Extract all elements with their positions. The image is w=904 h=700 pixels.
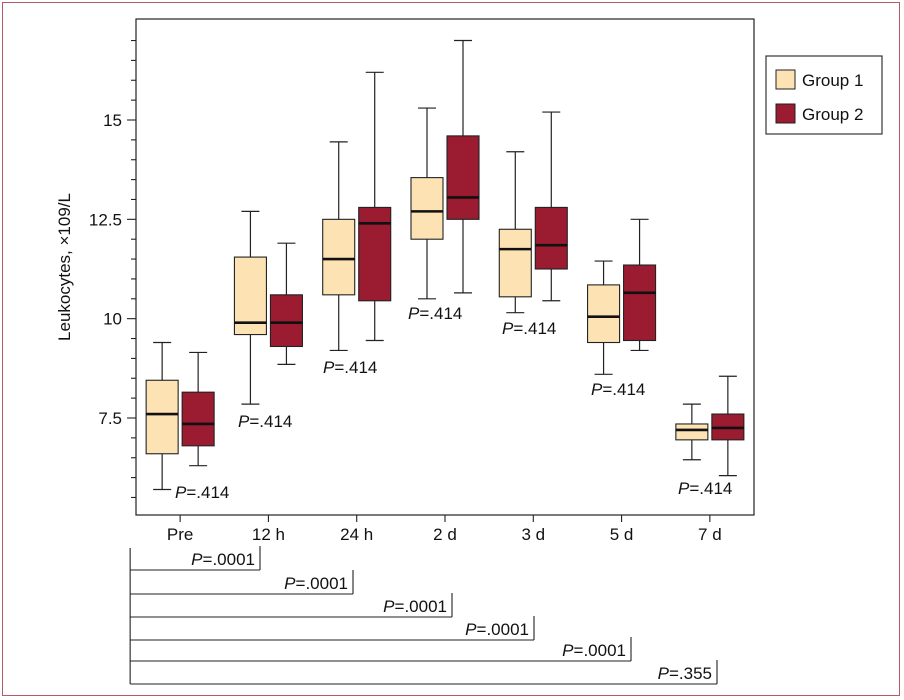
box-1-4 (410, 107, 444, 300)
p-symbol: P (238, 412, 250, 431)
p-value: =.355 (669, 664, 712, 683)
box-iqr (410, 177, 444, 240)
y-axis: 7.5 10 12.5 15 (89, 39, 136, 499)
box-iqr (534, 206, 568, 270)
p-symbol: P (562, 641, 574, 660)
box-iqr (358, 206, 392, 302)
y-tick-label: 7.5 (98, 409, 122, 428)
p-symbol: P (658, 664, 670, 683)
x-tick-label: 3 d (521, 525, 545, 544)
box-1-7 (675, 403, 709, 461)
box-iqr (181, 391, 215, 447)
group-pvalue: P=.414 (591, 380, 645, 399)
legend-label: Group 1 (802, 71, 863, 90)
p-symbol: P (591, 380, 603, 399)
time-comparisons: P=.0001P=.0001P=.0001P=.0001P=.0001P=.35… (129, 546, 718, 685)
p-value: =.414 (249, 412, 292, 431)
legend-label: Group 2 (802, 105, 863, 124)
p-value: =.0001 (296, 574, 348, 593)
box-series (145, 39, 745, 491)
p-value: =.0001 (574, 641, 626, 660)
box-2-7 (711, 375, 745, 477)
box-2-5 (534, 111, 568, 302)
box-1-6 (587, 260, 621, 375)
box-iqr (446, 135, 480, 220)
box-iqr (498, 228, 532, 298)
box-2-1 (181, 351, 215, 467)
box-2-3 (358, 71, 392, 342)
p-symbol: P (502, 319, 514, 338)
group-pvalue: P=.414 (175, 483, 229, 502)
plot-area (135, 18, 755, 516)
box-iqr (675, 423, 709, 441)
box-iqr (623, 264, 657, 342)
box-1-2 (233, 210, 267, 405)
p-symbol: P (323, 358, 335, 377)
box-2-6 (623, 218, 657, 352)
box-iqr (145, 379, 179, 455)
comparison-pvalue: P=.0001 (191, 550, 255, 569)
p-value: =.414 (186, 483, 229, 502)
p-value: =.0001 (203, 550, 255, 569)
p-symbol: P (678, 479, 690, 498)
x-tick-label: 2 d (433, 525, 457, 544)
p-symbol: P (383, 597, 395, 616)
box-iqr (587, 284, 621, 344)
y-tick-label: 10 (103, 310, 122, 329)
p-symbol: P (284, 574, 296, 593)
x-tick-label: 7 d (698, 525, 722, 544)
p-value: =.414 (334, 358, 377, 377)
box-2-4 (446, 39, 480, 294)
x-tick-label: 12 h (252, 525, 285, 544)
box-1-3 (322, 141, 356, 352)
comparison-pvalue: P=.355 (658, 664, 712, 683)
group-pvalue: P=.414 (323, 358, 377, 377)
y-axis-label: Leukocytes, ×109/L (55, 193, 74, 341)
box-iqr (322, 218, 356, 296)
p-value: =.0001 (477, 620, 529, 639)
p-value: =.414 (513, 319, 556, 338)
legend: Group 1 Group 2 (765, 55, 883, 135)
y-tick-label: 12.5 (89, 210, 122, 229)
p-value: =.0001 (395, 597, 447, 616)
p-symbol: P (175, 483, 187, 502)
group-pvalue: P=.414 (238, 412, 292, 431)
p-value: =.414 (602, 380, 645, 399)
box-1-5 (498, 151, 532, 314)
x-tick-label: 24 h (340, 525, 373, 544)
comparison-pvalue: P=.0001 (465, 620, 529, 639)
group-pvalues: P=.414P=.414P=.414P=.414P=.414P=.414P=.4… (175, 304, 732, 502)
x-tick-label: 5 d (610, 525, 634, 544)
legend-swatch (775, 69, 796, 90)
comparison-pvalue: P=.0001 (562, 641, 626, 660)
p-symbol: P (465, 620, 477, 639)
comparison-pvalue: P=.0001 (284, 574, 348, 593)
y-tick-label: 15 (103, 111, 122, 130)
comparison-pvalue: P=.0001 (383, 597, 447, 616)
group-pvalue: P=.414 (408, 304, 462, 323)
p-value: =.414 (419, 304, 462, 323)
x-axis: Pre 12 h 24 h 2 d 3 d 5 d 7 d (167, 515, 722, 544)
box-2-2 (269, 242, 303, 365)
box-1-1 (145, 341, 179, 491)
x-tick-label: Pre (167, 525, 193, 544)
box-iqr (269, 294, 303, 348)
p-symbol: P (191, 550, 203, 569)
p-symbol: P (408, 304, 420, 323)
group-pvalue: P=.414 (678, 479, 732, 498)
p-value: =.414 (689, 479, 732, 498)
group-pvalue: P=.414 (502, 319, 556, 338)
legend-swatch (775, 103, 796, 124)
